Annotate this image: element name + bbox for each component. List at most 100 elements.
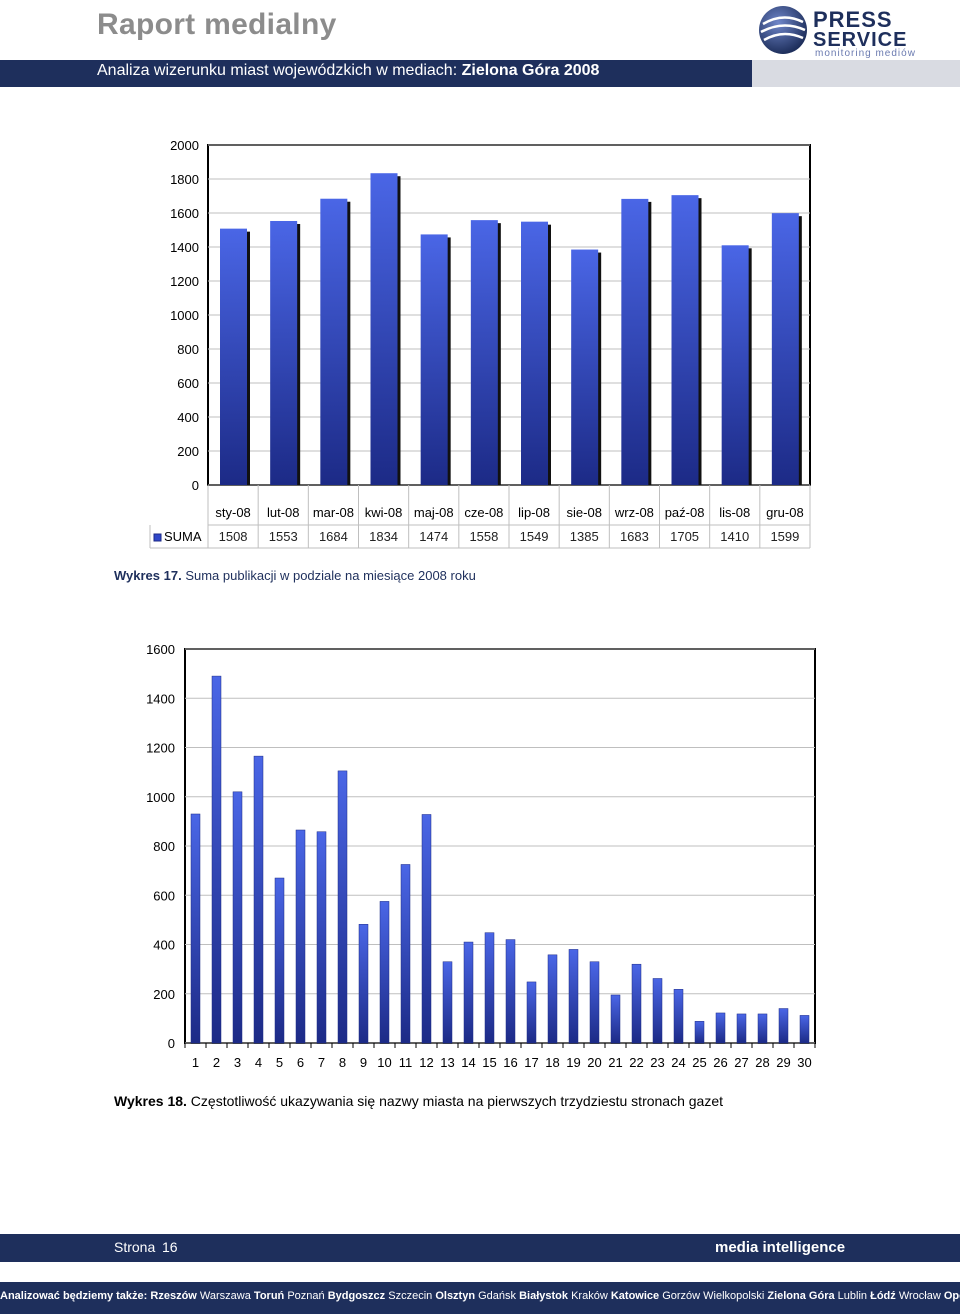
legend-key	[153, 533, 162, 542]
x-tick-label: maj-08	[414, 505, 454, 520]
bar	[652, 978, 663, 1044]
bar	[568, 949, 579, 1044]
y-tick-label: 400	[153, 938, 175, 953]
x-tick-label: 6	[297, 1055, 304, 1070]
data-label: 1385	[570, 529, 599, 544]
cities-intro: Analizować będziemy także:	[0, 1290, 148, 1302]
bar	[270, 220, 298, 485]
subtitle-city: Zielona Góra 2008	[461, 62, 600, 79]
bar	[715, 1012, 726, 1044]
series-name: SUMA	[164, 529, 202, 544]
bar	[571, 249, 599, 485]
y-tick-label: 0	[192, 478, 199, 493]
x-tick-label: 25	[692, 1055, 706, 1070]
y-tick-label: 1400	[170, 240, 199, 255]
page-number: 16	[162, 1239, 178, 1255]
city-name: Kraków	[571, 1290, 608, 1302]
page-label: Strona	[114, 1239, 156, 1255]
y-tick-label: 2000	[170, 138, 199, 153]
y-tick-label: 200	[153, 987, 175, 1002]
x-tick-label: 8	[339, 1055, 346, 1070]
x-tick-label: 23	[650, 1055, 664, 1070]
report-title: Raport medialny	[97, 8, 337, 41]
chart2-caption: Wykres 18. Częstotliwość ukazywania się …	[114, 1093, 723, 1109]
chart2-caption-text: Częstotliwość ukazywania się nazwy miast…	[186, 1093, 724, 1109]
city-name: Gorzów Wielkopolski	[662, 1290, 765, 1302]
city-name: Łódź	[870, 1290, 896, 1302]
bar	[799, 1015, 810, 1044]
city-name: Zielona Góra	[767, 1290, 835, 1302]
header-bar	[0, 60, 752, 87]
x-tick-label: 5	[276, 1055, 283, 1070]
bar	[547, 954, 558, 1044]
x-tick-label: sie-08	[567, 505, 602, 520]
city-name: Gdańsk	[478, 1290, 517, 1302]
bar	[463, 941, 474, 1044]
data-label: 1599	[770, 529, 799, 544]
bar	[631, 963, 642, 1044]
x-tick-label: 14	[461, 1055, 475, 1070]
header-bar-accent	[752, 60, 960, 87]
x-tick-label: kwi-08	[365, 505, 403, 520]
x-tick-label: paź-08	[665, 505, 705, 520]
x-tick-label: cze-08	[464, 505, 503, 520]
bar	[526, 981, 537, 1044]
bar	[420, 234, 448, 485]
bar	[320, 198, 348, 485]
logo-line2: SERVICE	[813, 29, 907, 51]
bar	[370, 173, 398, 485]
bar	[757, 1013, 768, 1044]
footer-bar	[0, 1234, 960, 1262]
bar	[253, 755, 264, 1044]
x-tick-label: 9	[360, 1055, 367, 1070]
x-tick-label: 26	[713, 1055, 727, 1070]
city-name: Opole	[943, 1290, 960, 1302]
bar	[610, 994, 621, 1044]
x-tick-label: 20	[587, 1055, 601, 1070]
y-tick-label: 1400	[146, 691, 175, 706]
x-tick-label: 28	[755, 1055, 769, 1070]
chart1-caption: Wykres 17. Suma publikacji w podziale na…	[114, 568, 476, 583]
y-tick-label: 600	[177, 376, 199, 391]
data-label: 1684	[319, 529, 348, 544]
data-label: 1508	[219, 529, 248, 544]
y-tick-label: 1600	[170, 206, 199, 221]
x-tick-label: 22	[629, 1055, 643, 1070]
bar	[421, 814, 432, 1044]
y-tick-label: 1000	[170, 308, 199, 323]
press-service-logo: PRESS SERVICE monitoring mediów	[759, 6, 915, 58]
x-tick-label: 12	[419, 1055, 433, 1070]
x-tick-label: 24	[671, 1055, 685, 1070]
bar	[442, 961, 453, 1044]
report-subtitle: Analiza wizerunku miast wojewódzkich w m…	[97, 62, 599, 80]
city-name: Bydgoszcz	[327, 1290, 386, 1302]
bar	[274, 877, 285, 1044]
bar	[521, 221, 548, 486]
x-tick-label: 29	[776, 1055, 790, 1070]
x-tick-label: 13	[440, 1055, 454, 1070]
city-name: Rzeszów	[150, 1290, 197, 1302]
x-tick-label: 3	[234, 1055, 241, 1070]
x-tick-label: 10	[377, 1055, 391, 1070]
y-tick-label: 800	[177, 342, 199, 357]
subtitle-prefix: Analiza wizerunku miast wojewódzkich w m…	[97, 62, 462, 79]
x-tick-label: gru-08	[766, 505, 804, 520]
y-tick-label: 1800	[170, 172, 199, 187]
cities-list: Analizować będziemy także: Rzeszów Warsz…	[0, 1290, 960, 1302]
bar	[736, 1013, 747, 1044]
data-label: 1553	[269, 529, 298, 544]
bar	[358, 924, 369, 1044]
y-tick-label: 600	[153, 888, 175, 903]
bar	[400, 864, 411, 1044]
x-tick-label: mar-08	[313, 505, 354, 520]
y-tick-label: 1200	[146, 741, 175, 756]
x-tick-label: sty-08	[215, 505, 250, 520]
bar	[694, 1021, 705, 1044]
x-tick-label: 30	[797, 1055, 811, 1070]
bar	[484, 932, 495, 1044]
bar	[211, 675, 222, 1044]
x-tick-label: 18	[545, 1055, 559, 1070]
y-tick-label: 200	[177, 444, 199, 459]
y-tick-label: 1200	[170, 274, 199, 289]
bar	[337, 770, 348, 1044]
